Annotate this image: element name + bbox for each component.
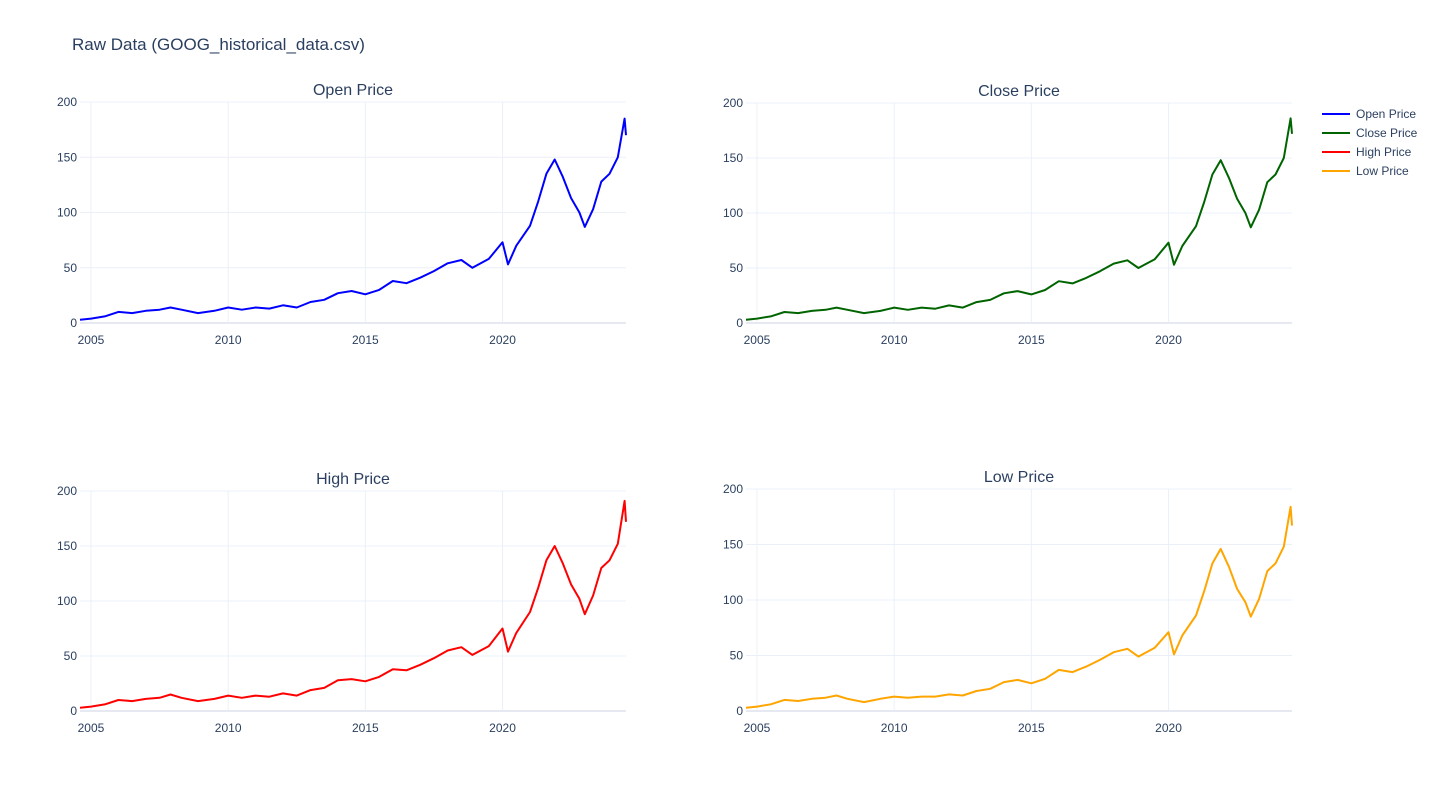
legend-label: Low Price — [1356, 164, 1409, 178]
y-tick-label: 200 — [57, 95, 77, 109]
y-tick-label: 50 — [730, 649, 744, 663]
x-tick-label: 2005 — [78, 333, 105, 347]
y-tick-label: 0 — [70, 316, 77, 330]
y-tick-label: 100 — [57, 206, 77, 220]
x-tick-label: 2005 — [744, 333, 771, 347]
series-line-close-price — [745, 117, 1293, 321]
legend-item[interactable]: Open Price — [1322, 107, 1416, 121]
y-tick-label: 150 — [723, 151, 743, 165]
y-tick-label: 0 — [70, 704, 77, 718]
x-tick-label: 2010 — [215, 333, 242, 347]
y-tick-label: 0 — [736, 316, 743, 330]
subplot-title: Low Price — [984, 469, 1054, 486]
series-line-high-price — [79, 499, 627, 709]
x-tick-label: 2010 — [881, 721, 908, 735]
series-line-low-price — [745, 505, 1293, 709]
subplot-title: Open Price — [313, 82, 393, 99]
legend-label: Close Price — [1356, 126, 1418, 140]
legend-item[interactable]: High Price — [1322, 145, 1412, 159]
x-tick-label: 2005 — [744, 721, 771, 735]
legend-item[interactable]: Close Price — [1322, 126, 1418, 140]
y-tick-label: 150 — [57, 539, 77, 553]
x-tick-label: 2020 — [1155, 721, 1182, 735]
y-tick-label: 200 — [723, 96, 743, 110]
legend-item[interactable]: Low Price — [1322, 164, 1409, 178]
x-tick-label: 2010 — [881, 333, 908, 347]
subplot-4: Low Price 0 50 100 150 200 2005 2010 2015 2020 — [723, 469, 1293, 735]
legend-label: Open Price — [1356, 107, 1416, 121]
subplot-1: Open Price 0 50 100 150 200 2005 2010 2015 2020 — [57, 82, 627, 347]
y-tick-label: 50 — [730, 261, 744, 275]
x-tick-label: 2020 — [1155, 333, 1182, 347]
x-tick-label: 2015 — [352, 333, 379, 347]
y-tick-label: 200 — [57, 484, 77, 498]
y-tick-label: 100 — [723, 206, 743, 220]
y-tick-label: 100 — [57, 594, 77, 608]
y-tick-label: 0 — [736, 704, 743, 718]
x-tick-label: 2010 — [215, 721, 242, 735]
legend-label: High Price — [1356, 145, 1412, 159]
subplot-2: Close Price 0 50 100 150 200 2005 2010 2015 2020 — [723, 83, 1293, 347]
subplot-title: Close Price — [978, 83, 1060, 100]
x-tick-label: 2020 — [489, 721, 516, 735]
x-tick-label: 2015 — [352, 721, 379, 735]
x-tick-label: 2015 — [1018, 721, 1045, 735]
figure-title: Raw Data (GOOG_historical_data.csv) — [72, 35, 365, 54]
y-tick-label: 100 — [723, 593, 743, 607]
legend[interactable]: Open Price Close Price High Price Low Price — [1322, 107, 1418, 178]
series-line-open-price — [79, 117, 627, 321]
subplot-title: High Price — [316, 471, 390, 488]
y-tick-label: 150 — [723, 538, 743, 552]
x-tick-label: 2005 — [78, 721, 105, 735]
y-tick-label: 200 — [723, 482, 743, 496]
x-tick-label: 2020 — [489, 333, 516, 347]
y-tick-label: 50 — [64, 649, 78, 663]
subplot-3: High Price 0 50 100 150 200 2005 2010 2015 2020 — [57, 471, 627, 735]
x-tick-label: 2015 — [1018, 333, 1045, 347]
y-tick-label: 150 — [57, 150, 77, 164]
y-tick-label: 50 — [64, 261, 78, 275]
